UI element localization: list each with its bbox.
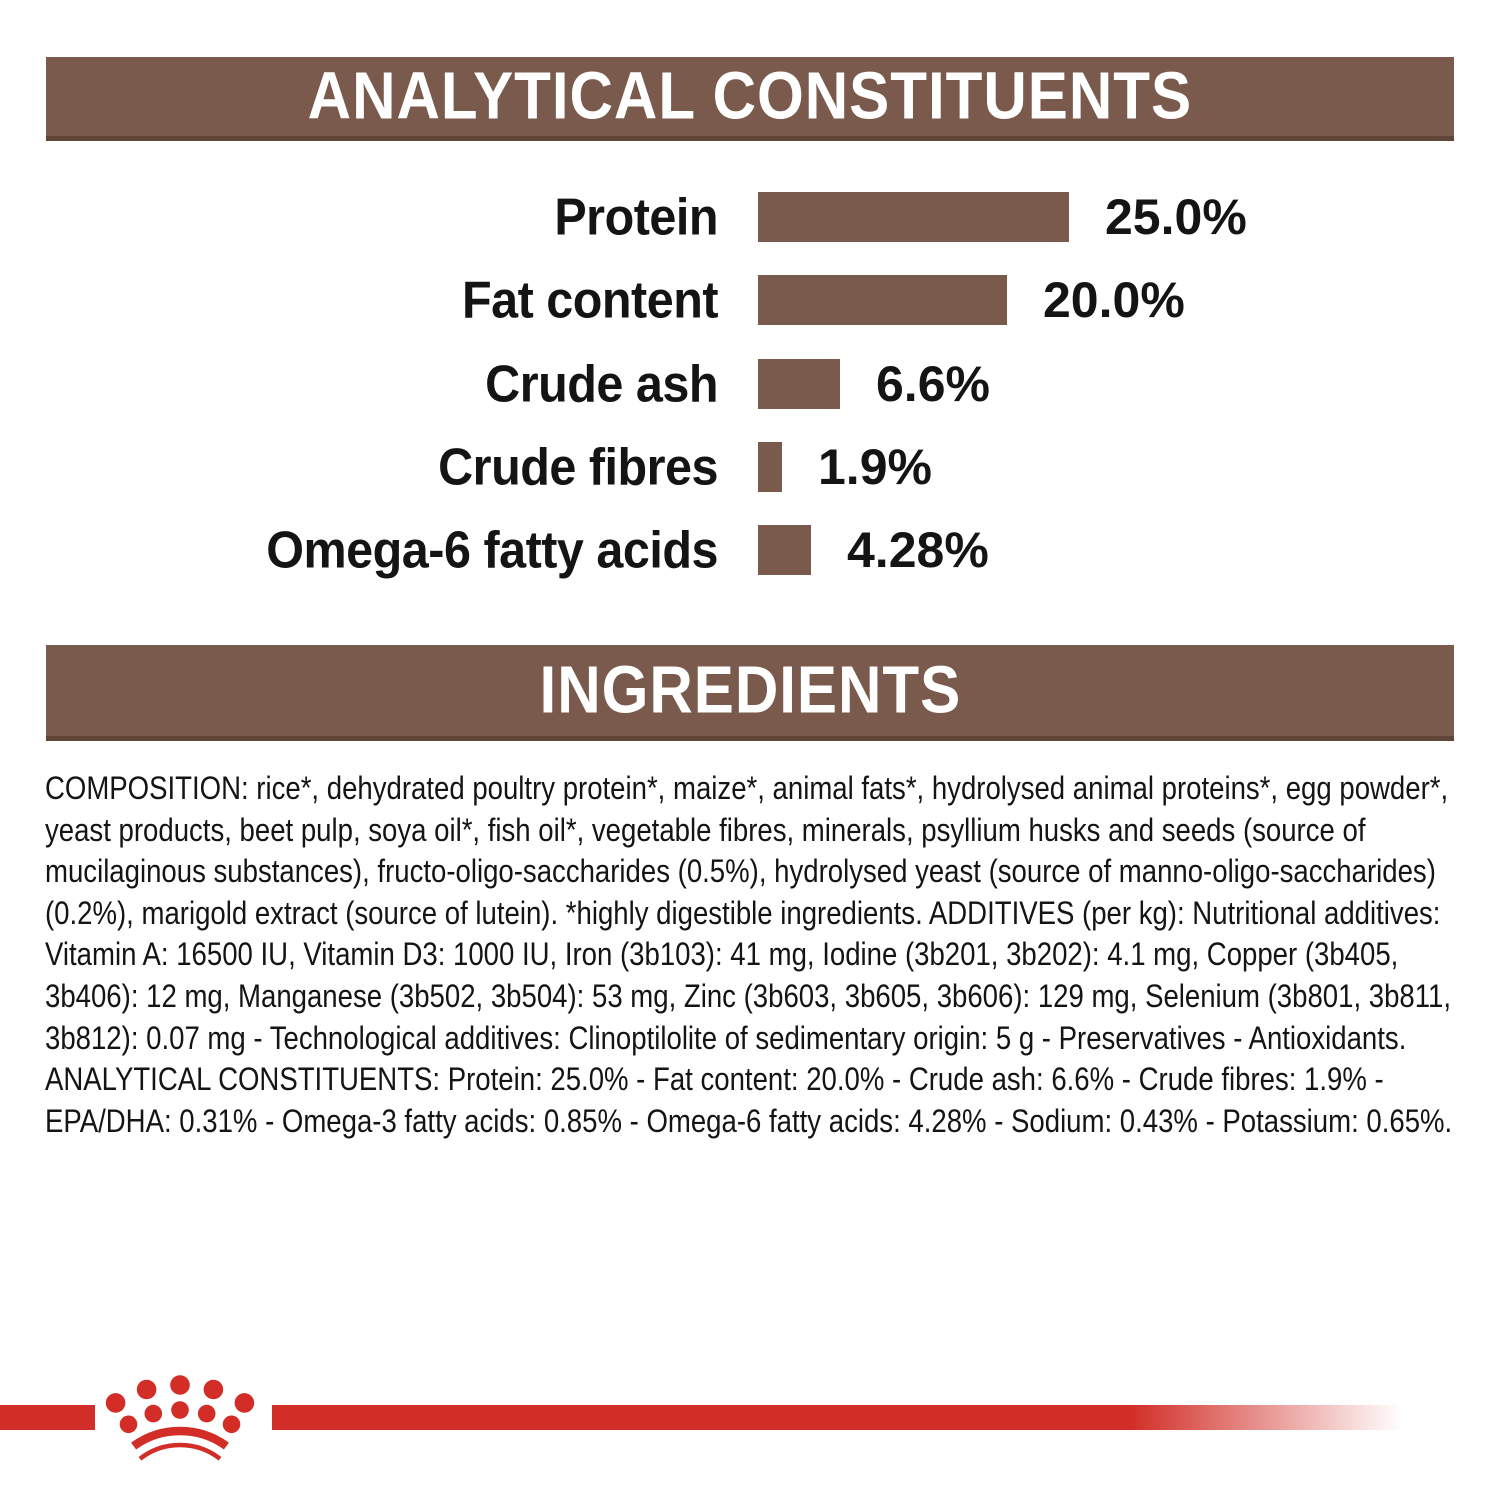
crown-dot xyxy=(171,1401,189,1419)
chart-row-value: 4.28% xyxy=(847,522,989,578)
chart-row-bar xyxy=(758,442,782,492)
chart-row-value: 25.0% xyxy=(1105,189,1247,245)
crown-dot xyxy=(234,1393,255,1413)
chart-row: Omega-6 fatty acids 4.28% xyxy=(0,510,1500,590)
chart-row-value: 1.9% xyxy=(818,439,932,495)
crown-dot xyxy=(222,1415,241,1434)
crown-dot xyxy=(105,1393,126,1413)
chart-row-label: Crude fibres xyxy=(438,437,718,497)
chart-row: Fat content 20.0% xyxy=(0,260,1500,340)
chart-row-value: 6.6% xyxy=(876,356,990,412)
crown-dot xyxy=(136,1379,157,1400)
ingredients-title: INGREDIENTS xyxy=(539,653,961,728)
composition-text: COMPOSITION: rice*, dehydrated poultry p… xyxy=(45,770,1453,1139)
chart-row-value: 20.0% xyxy=(1043,272,1185,328)
chart-row-bar xyxy=(758,275,1007,325)
analytical-constituents-chart: Protein 25.0% Fat content 20.0% Crude as… xyxy=(0,177,1500,597)
crown-dot xyxy=(170,1375,190,1395)
ingredients-header: INGREDIENTS xyxy=(46,645,1454,741)
chart-row-bar xyxy=(758,192,1069,242)
chart-row-label: Fat content xyxy=(461,270,719,330)
chart-row-bar xyxy=(758,359,840,409)
chart-row-label: Protein xyxy=(554,187,718,247)
chart-row: Protein 25.0% xyxy=(0,177,1500,257)
crown-dot xyxy=(144,1404,163,1423)
analytical-constituents-header: ANALYTICAL CONSTITUENTS xyxy=(46,57,1454,141)
crown-base-arc-thick xyxy=(131,1426,229,1450)
crown-base-arc-thin xyxy=(138,1442,222,1461)
chart-row-label: Crude ash xyxy=(485,354,718,414)
chart-row-bar xyxy=(758,525,811,575)
analytical-constituents-title: ANALYTICAL CONSTITUENTS xyxy=(307,59,1193,134)
crown-dot xyxy=(197,1404,216,1423)
crown-dot xyxy=(119,1415,138,1434)
chart-row-label: Omega-6 fatty acids xyxy=(266,520,718,580)
royal-canin-crown-icon xyxy=(105,1375,255,1461)
crown-dot xyxy=(203,1379,224,1400)
chart-row: Crude fibres 1.9% xyxy=(0,427,1500,507)
chart-row: Crude ash 6.6% xyxy=(0,344,1500,424)
